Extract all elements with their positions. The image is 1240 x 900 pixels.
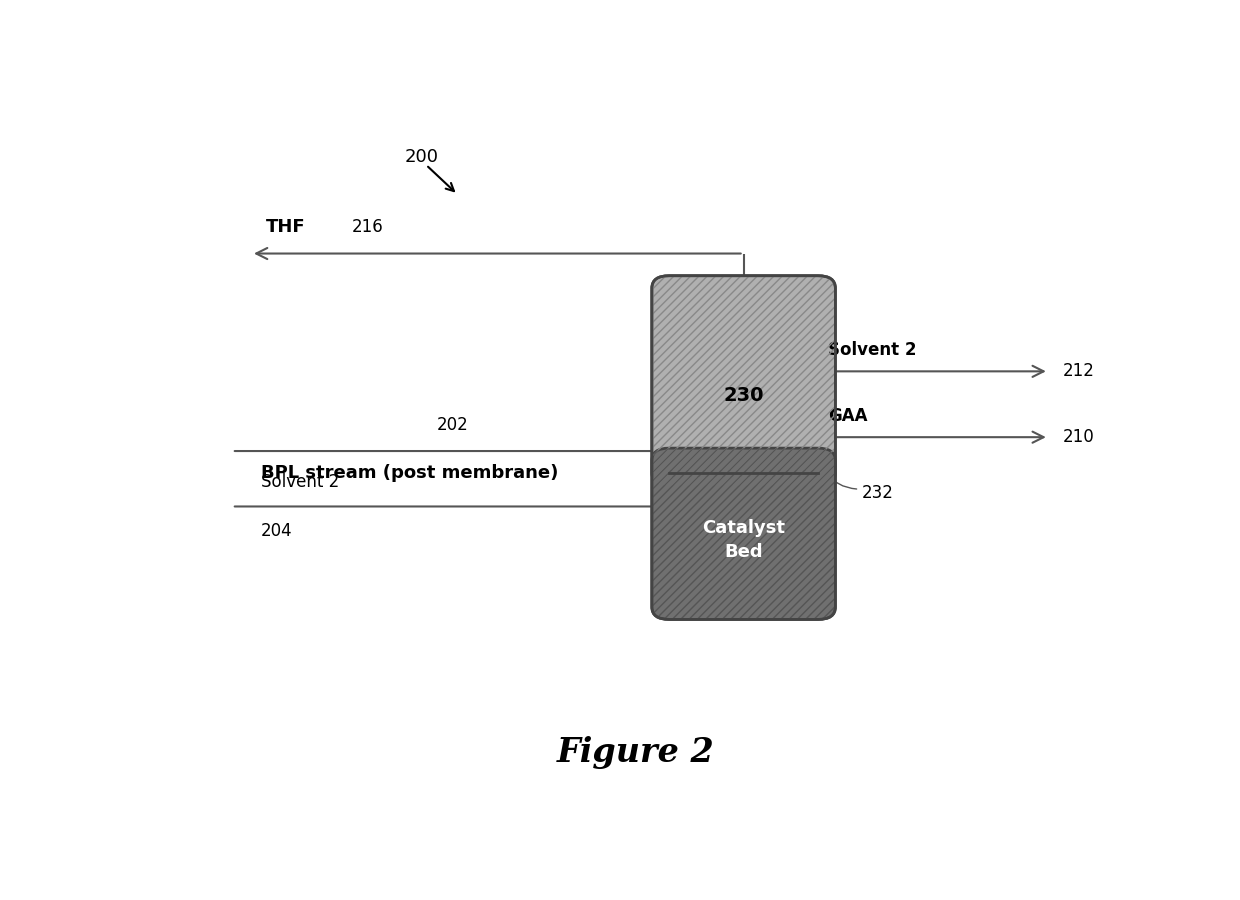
- Text: 210: 210: [1063, 428, 1095, 446]
- Bar: [670, 470, 818, 476]
- Text: 204: 204: [260, 522, 293, 540]
- Text: Figure 2: Figure 2: [557, 736, 714, 769]
- Text: 232: 232: [862, 483, 893, 501]
- Text: 230: 230: [723, 386, 764, 405]
- Text: 202: 202: [436, 416, 469, 434]
- Text: Solvent 2: Solvent 2: [828, 341, 916, 359]
- Text: THF: THF: [265, 218, 305, 236]
- Text: 216: 216: [352, 218, 383, 236]
- FancyBboxPatch shape: [652, 448, 836, 619]
- Text: 200: 200: [404, 148, 439, 166]
- Text: Solvent 2: Solvent 2: [260, 473, 339, 491]
- Text: Catalyst
Bed: Catalyst Bed: [702, 519, 785, 561]
- FancyBboxPatch shape: [652, 275, 836, 485]
- Text: 212: 212: [1063, 363, 1095, 381]
- Text: BPL stream (post membrane): BPL stream (post membrane): [260, 464, 558, 482]
- Text: GAA: GAA: [828, 407, 867, 425]
